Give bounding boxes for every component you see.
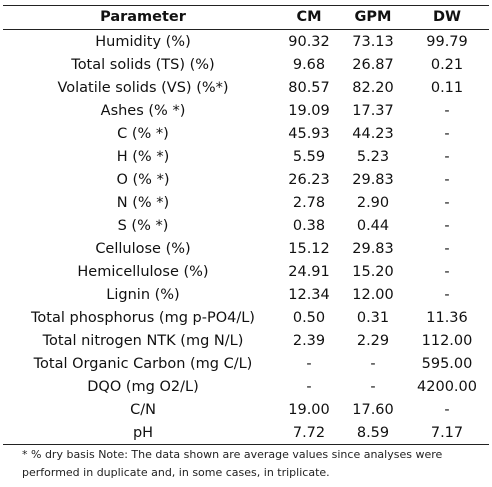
value-cell: 5.59 [292,149,326,165]
value-cell: 82.20 [352,80,394,96]
value-cell: 0.21 [430,57,464,73]
value-cell: - [444,264,450,280]
footnote: * % dry basis Note: The data shown are a… [22,448,443,479]
value-cell: 15.20 [352,264,394,280]
value-cell: - [444,195,450,211]
parameter-cell: N (% *) [116,195,170,211]
parameter-cell: Total solids (TS) (%) [71,57,215,73]
value-cell: - [444,103,450,119]
parameter-cell: S (% *) [117,218,169,234]
value-cell: 17.37 [352,103,394,119]
value-cell: 5.23 [356,149,390,165]
value-cell: 8.59 [356,425,390,441]
parameter-cell: Ashes (% *) [100,103,186,119]
value-cell: - [306,356,312,372]
parameter-cell: Total nitrogen NTK (mg N/L) [42,333,244,349]
rule [3,444,489,445]
value-cell: 0.31 [356,310,390,326]
value-cell: 7.72 [292,425,326,441]
parameter-cell: O (% *) [116,172,170,188]
parameter-cell: Hemicellulose (%) [77,264,209,280]
value-cell: 26.87 [352,57,394,73]
parameter-cell: Total phosphorus (mg p-PO4/L) [31,310,255,326]
value-cell: 80.57 [288,80,330,96]
value-cell: 2.29 [356,333,390,349]
value-cell: 0.38 [292,218,326,234]
value-cell: - [370,379,376,395]
value-cell: 9.68 [292,57,326,73]
value-cell: - [444,172,450,188]
parameter-cell: Humidity (%) [95,34,191,50]
value-cell: - [444,241,450,257]
value-cell: 12.34 [288,287,330,303]
value-cell: 24.91 [288,264,330,280]
parameter-cell: C/N [130,402,156,418]
value-cell: 29.83 [352,241,394,257]
value-cell: 12.00 [352,287,394,303]
parameter-cell: H (% *) [116,149,170,165]
header-cell: Parameter [100,9,186,25]
rule [3,5,489,6]
value-cell: 2.78 [292,195,326,211]
value-cell: - [444,126,450,142]
header-cell: DW [432,9,462,25]
value-cell: 2.39 [292,333,326,349]
value-cell: - [444,149,450,165]
parameter-cell: pH [132,425,154,441]
parameter-cell: C (% *) [117,126,169,142]
value-cell: - [306,379,312,395]
value-cell: 7.17 [430,425,464,441]
parameter-cell: DQO (mg O2/L) [87,379,199,395]
parameter-cell: Total Organic Carbon (mg C/L) [33,356,253,372]
value-cell: 19.00 [288,402,330,418]
value-cell: 73.13 [352,34,394,50]
value-cell: 44.23 [352,126,394,142]
value-cell: 0.50 [292,310,326,326]
value-cell: 99.79 [426,34,468,50]
value-cell: - [444,218,450,234]
parameter-cell: Cellulose (%) [95,241,191,257]
value-cell: 15.12 [288,241,330,257]
value-cell: 19.09 [288,103,330,119]
rule [3,29,489,30]
value-cell: 2.90 [356,195,390,211]
value-cell: 0.11 [430,80,464,96]
value-cell: 11.36 [426,310,468,326]
value-cell: 595.00 [421,356,473,372]
value-cell: 45.93 [288,126,330,142]
value-cell: 29.83 [352,172,394,188]
parameter-cell: Lignin (%) [106,287,180,303]
value-cell: 0.44 [356,218,390,234]
value-cell: 112.00 [421,333,473,349]
value-cell: 4200.00 [417,379,477,395]
value-cell: - [370,356,376,372]
header-cell: CM [296,9,322,25]
value-cell: 90.32 [288,34,330,50]
value-cell: - [444,402,450,418]
parameter-cell: Volatile solids (VS) (%*) [57,80,229,96]
value-cell: - [444,287,450,303]
header-cell: GPM [354,9,392,25]
value-cell: 17.60 [352,402,394,418]
value-cell: 26.23 [288,172,330,188]
